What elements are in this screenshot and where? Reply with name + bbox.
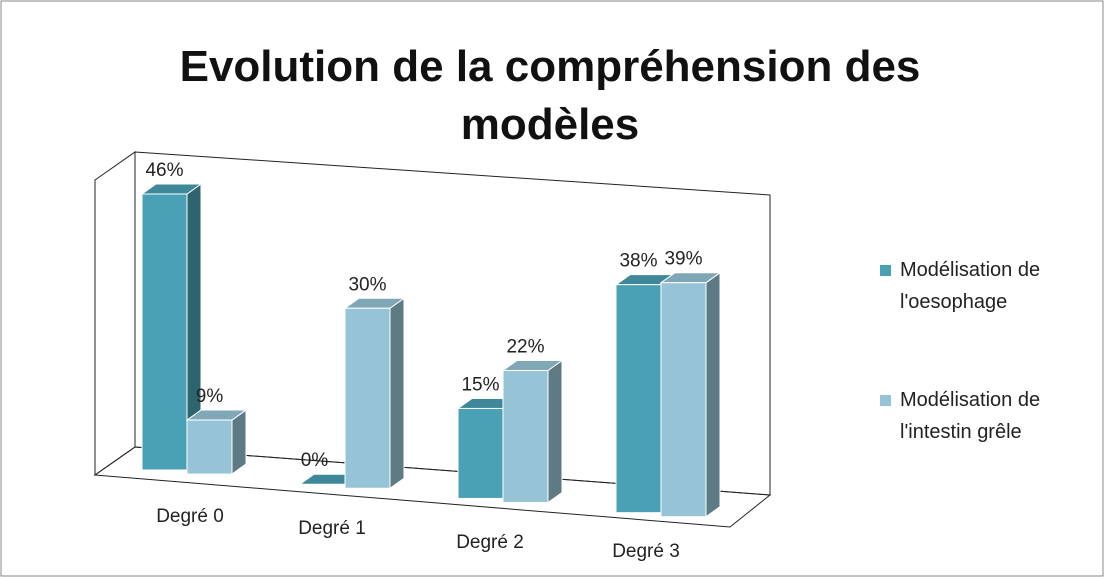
bar-side <box>547 359 563 504</box>
bar-side <box>389 297 405 490</box>
bar <box>501 359 564 504</box>
legend-label: Modélisation de l'intestin grêle <box>900 389 1041 443</box>
bar <box>140 183 203 471</box>
chart-title: Evolution de la compréhension des modèle… <box>179 42 921 149</box>
bar-front <box>186 419 233 475</box>
bar-front <box>660 282 707 518</box>
data-label: 9% <box>196 386 224 407</box>
bar-side <box>231 409 247 476</box>
bar-front <box>615 284 662 514</box>
x-tick-label: Degré 3 <box>612 541 680 562</box>
x-tick-label: Degré 0 <box>156 506 224 527</box>
legend-entry: Modélisation de l'intestin grêle <box>880 384 1090 448</box>
legend-swatch <box>880 265 891 276</box>
bar <box>659 271 722 518</box>
legend-label: Modélisation de l'oesophage <box>900 259 1041 313</box>
bars <box>140 183 722 518</box>
data-label: 30% <box>348 274 386 295</box>
bar-side <box>705 271 721 518</box>
legend-swatch <box>880 395 891 406</box>
bar-front <box>344 307 391 489</box>
legend-entry: Modélisation de l'oesophage <box>880 254 1090 318</box>
data-label: 38% <box>619 251 657 272</box>
bar-front <box>457 407 504 499</box>
bar-front <box>502 369 549 503</box>
x-tick-label: Degré 2 <box>456 532 524 553</box>
data-label: 39% <box>664 249 702 270</box>
bar <box>343 297 406 490</box>
data-label: 22% <box>506 336 544 357</box>
bar-front <box>141 193 188 471</box>
side-wall <box>94 151 136 476</box>
x-tick-label: Degré 1 <box>298 518 366 539</box>
data-label: 15% <box>461 374 499 395</box>
data-label: 0% <box>301 450 329 471</box>
bar <box>185 409 248 476</box>
data-label: 46% <box>145 160 183 181</box>
